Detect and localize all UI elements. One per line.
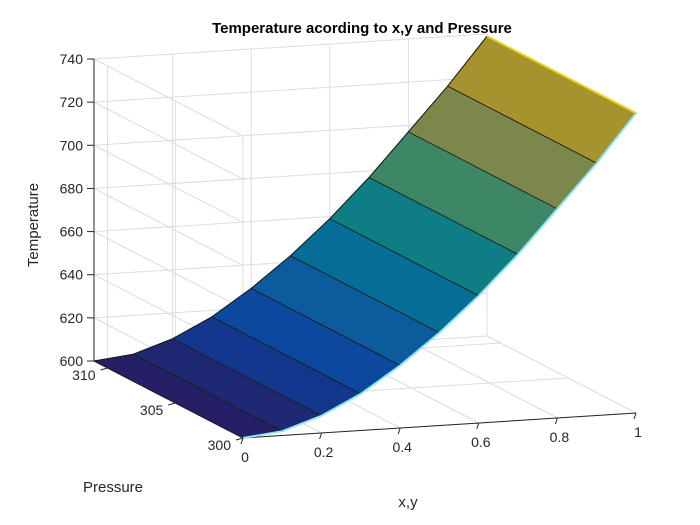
y-tick-label: 300 [208,437,232,453]
x-tick-label: 0 [241,449,249,465]
y-tick-mark [235,437,244,441]
grid-line [93,76,488,103]
x-tick-mark [240,437,244,445]
z-tick-label: 620 [60,310,84,326]
grid-line [93,33,488,60]
z-tick-label: 700 [60,137,84,153]
grid-line [93,58,244,137]
grid-line [93,101,244,180]
x-tick-mark [633,412,637,420]
surface-right-edge [486,35,637,115]
surface-front-edge [242,112,637,439]
surface-back-edge [93,35,488,362]
z-tick-label: 640 [60,267,84,283]
x-tick-label: 1 [634,424,642,440]
x-tick-label: 0.6 [471,434,491,450]
z-axis-label: Temperature [25,183,42,267]
x-axis-line [242,412,637,439]
y-tick-mark [100,367,108,371]
grid-line [93,231,244,310]
x-tick-mark [397,427,401,435]
y-tick-label: 305 [140,402,164,418]
grid-line [408,340,558,419]
z-tick-label: 680 [60,180,84,196]
grid-line [486,335,637,414]
z-tick-label: 660 [60,224,84,240]
x-tick-label: 0.4 [392,439,412,455]
x-tick-label: 0.8 [550,429,570,445]
x-tick-mark [476,422,480,430]
x-axis-label: x,y [398,494,418,511]
y-tick-label: 310 [72,367,96,383]
grid-line [93,187,244,266]
chart-title: Temperature acording to x,y and Pressure [212,20,512,37]
y-axis-label: Pressure [83,479,143,496]
x-tick-mark [319,432,323,440]
surface-layer [92,35,637,439]
x-tick-label: 0.2 [314,444,334,460]
x-tick-mark [554,417,558,425]
z-tick-label: 740 [60,51,84,67]
z-tick-label: 720 [60,94,84,110]
y-tick-mark [168,402,176,406]
z-tick-label: 600 [60,353,84,369]
grid-line [93,144,244,223]
